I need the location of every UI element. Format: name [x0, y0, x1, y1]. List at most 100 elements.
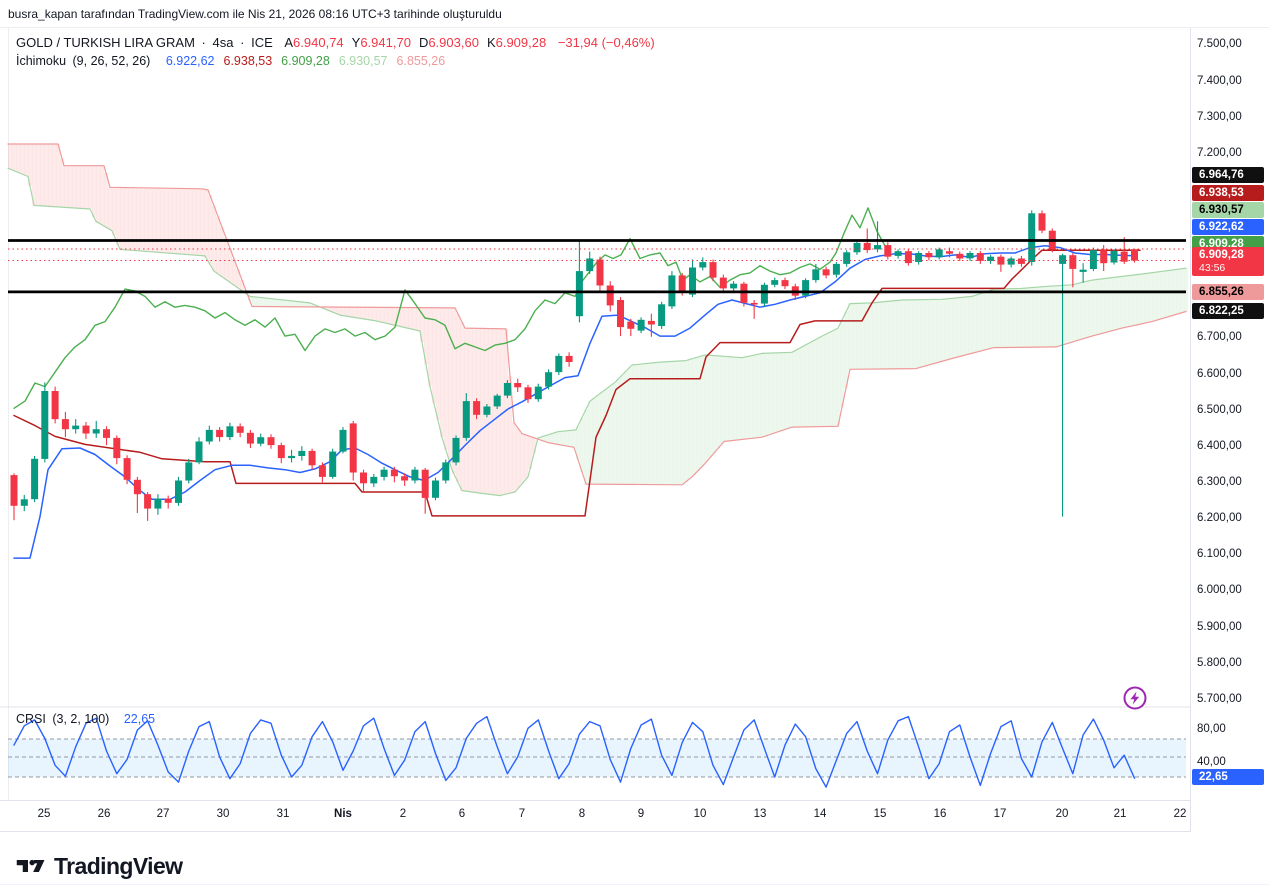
ichimoku-cloud — [384, 307, 389, 324]
ichimoku-cloud — [580, 417, 585, 472]
ichimoku-cloud — [356, 307, 361, 319]
ichimoku-cloud — [656, 362, 661, 485]
ichimoku-cloud — [32, 144, 37, 206]
ichimoku-cloud — [704, 354, 709, 463]
ichimoku-cloud — [696, 356, 701, 471]
ichimoku-cloud — [628, 367, 633, 485]
ichimoku-cloud — [924, 299, 929, 366]
ichimoku-cloud — [64, 165, 69, 208]
symbol-title[interactable]: GOLD / TURKISH LIRA GRAM — [16, 35, 195, 50]
candle-body — [925, 253, 933, 258]
price-chart-canvas[interactable] — [0, 0, 1190, 846]
candle-body — [647, 320, 655, 325]
ichimoku-cloud — [368, 307, 373, 320]
time-axis[interactable]: 25 26 27 30 31 Nis 2 6 7 8 9 10 13 14 15 16 17 20 21 22 — [0, 800, 1190, 832]
ichimoku-cloud — [156, 188, 161, 253]
interval-label[interactable]: 4sa — [212, 35, 234, 50]
ichimoku-cloud — [636, 364, 641, 485]
ichimoku-cloud — [1144, 273, 1149, 323]
ichimoku-cloud — [24, 144, 29, 176]
ichimoku-cloud — [176, 188, 181, 254]
ichimoku-cloud — [1184, 268, 1189, 312]
ichimoku-cloud — [1148, 272, 1153, 323]
tradingview-logo-text[interactable]: TradingView — [54, 852, 183, 879]
ichimoku-value: 6.855,26 — [396, 54, 446, 68]
ichimoku-cloud — [340, 307, 345, 316]
ichimoku-cloud — [80, 165, 85, 209]
ichimoku-cloud — [960, 297, 965, 356]
ichimoku-cloud — [1000, 288, 1005, 348]
ichimoku-cloud — [1124, 275, 1129, 328]
ichimoku-cloud — [1064, 285, 1069, 344]
candle-body — [966, 253, 974, 259]
price-tag: 6.909,28 43:56 — [1192, 247, 1264, 276]
ichimoku-cloud — [1016, 288, 1021, 348]
candle-body — [226, 426, 234, 438]
ichimoku-cloud — [776, 352, 781, 432]
ichimoku-cloud — [284, 300, 289, 307]
indicator-name[interactable]: İchimoku — [16, 54, 67, 68]
crsi-name[interactable]: CRSI — [16, 712, 46, 726]
candle-body — [10, 475, 18, 506]
ichimoku-cloud — [1152, 272, 1157, 322]
ichimoku-cloud — [856, 303, 861, 370]
ichimoku-cloud — [504, 328, 509, 495]
price-axis-label: 6.200,00 — [1197, 512, 1242, 524]
ichimoku-cloud — [756, 354, 761, 438]
candle-body — [514, 383, 522, 388]
ichimoku-cloud — [820, 336, 825, 427]
price-tag: 6.855,26 — [1192, 284, 1264, 300]
ichimoku-cloud — [872, 302, 877, 370]
footer: TradingView — [16, 846, 183, 886]
time-axis-label: 20 — [1055, 808, 1069, 820]
ichimoku-cloud — [224, 237, 229, 280]
price-axis[interactable]: 7.500,00 7.400,00 7.300,00 7.200,00 6.700,00… — [1190, 28, 1269, 832]
crsi-value: 22,65 — [123, 712, 156, 726]
time-axis-label: 17 — [993, 808, 1007, 820]
candle-body — [411, 469, 419, 481]
candle-body — [946, 251, 953, 254]
ichimoku-cloud — [448, 307, 453, 464]
ichimoku-cloud — [336, 307, 341, 315]
candle-body — [1110, 250, 1118, 263]
ichimoku-cloud — [744, 356, 749, 439]
ichimoku-cloud — [124, 187, 129, 250]
candle-body — [534, 386, 542, 400]
crsi-legend: CRSI (3, 2, 100) 22,65 — [16, 712, 155, 726]
ichimoku-cloud — [1080, 282, 1085, 340]
ichimoku-legend: İchimoku (9, 26, 52, 26) 6.922,62 6.938,5… — [16, 54, 445, 68]
time-axis-label: 2 — [399, 808, 407, 820]
candle-body — [627, 321, 635, 329]
ichimoku-cloud — [804, 344, 809, 427]
candle-body — [1120, 251, 1128, 262]
tradingview-logo-icon[interactable] — [16, 853, 46, 879]
ichimoku-value: 6.909,28 — [281, 54, 330, 68]
ichimoku-cloud — [848, 303, 853, 370]
candle-body — [144, 494, 152, 509]
ichimoku-cloud — [120, 187, 125, 250]
ichimoku-cloud — [672, 361, 677, 485]
ichimoku-cloud — [892, 300, 897, 369]
crsi-line — [13, 715, 1136, 788]
candle-body — [678, 275, 686, 292]
price-axis-label: 7.400,00 — [1197, 75, 1242, 87]
ichimoku-cloud — [300, 302, 305, 307]
ichimoku-cloud — [792, 351, 797, 428]
ohlc-item: A6.940,74 — [284, 35, 344, 50]
ichimoku-cloud — [832, 330, 837, 427]
ichimoku-cloud — [760, 353, 765, 438]
candle-body — [1069, 255, 1077, 269]
ichimoku-cloud — [920, 299, 925, 367]
ichimoku-cloud — [1008, 288, 1013, 348]
ichimoku-cloud — [572, 430, 577, 448]
lightning-bolt-icon[interactable] — [1120, 684, 1150, 714]
candle-body — [1079, 269, 1087, 272]
ichimoku-cloud — [1032, 287, 1037, 348]
candle-body — [103, 429, 110, 438]
ichimoku-cloud — [392, 307, 397, 326]
price-axis-label: 6.500,00 — [1197, 404, 1242, 416]
candle-body — [730, 283, 738, 289]
ichimoku-cloud — [588, 401, 593, 485]
price-axis-label: 7.300,00 — [1197, 111, 1242, 123]
price-axis-label: 5.900,00 — [1197, 621, 1242, 633]
